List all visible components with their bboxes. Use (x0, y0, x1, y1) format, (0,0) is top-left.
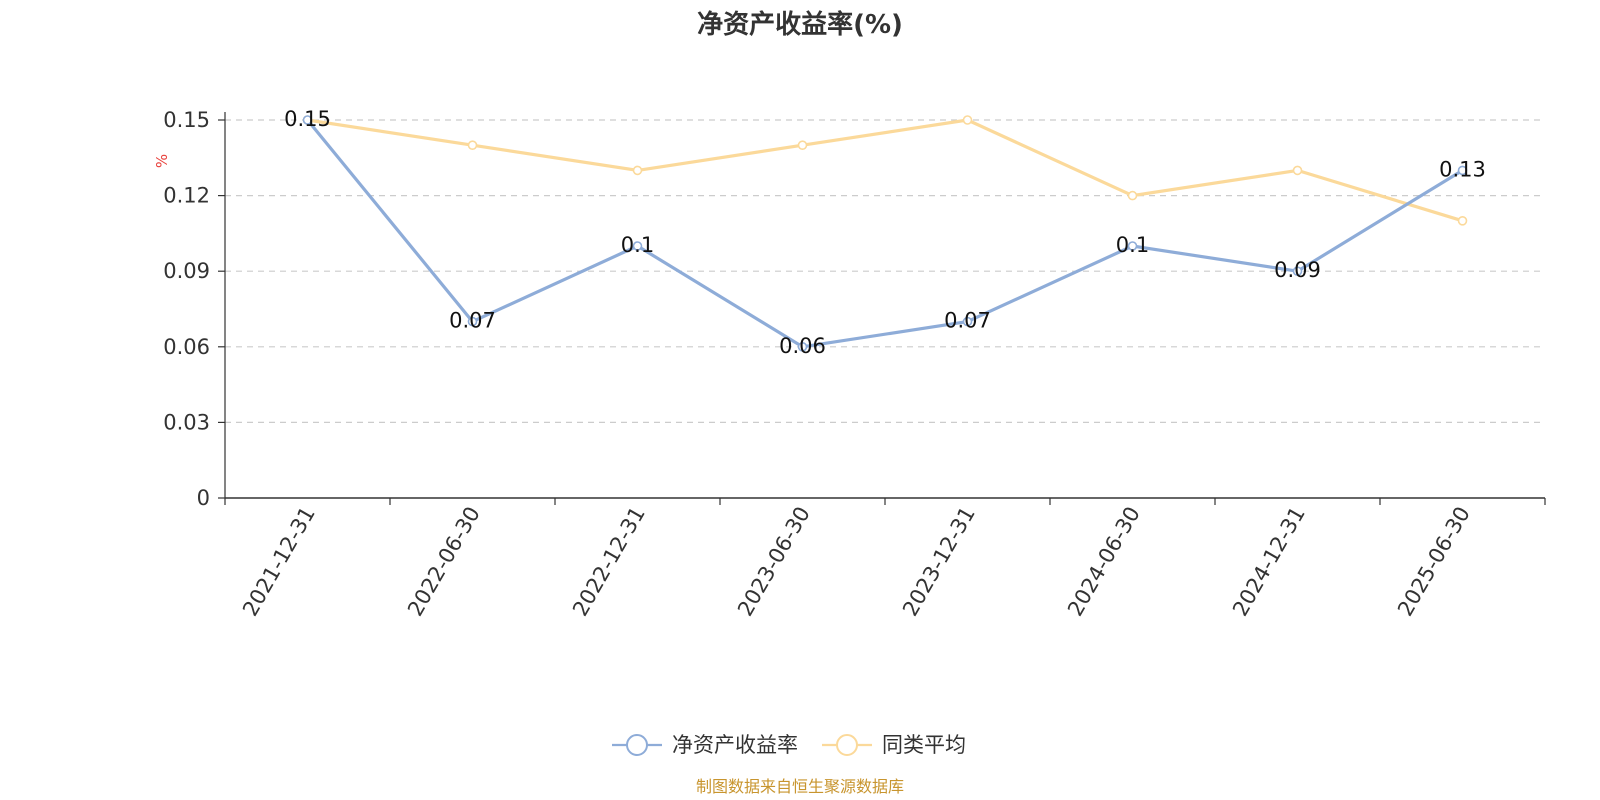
data-point (632, 241, 643, 251)
x-tick-label: 2025-06-30 (1393, 503, 1475, 621)
y-tick-label: 0.12 (163, 184, 210, 208)
data-label: 0.07 (944, 309, 991, 333)
data-point (962, 316, 973, 327)
legend-label: 净资产收益率 (672, 733, 798, 757)
data-point (797, 140, 808, 150)
series-line (306, 118, 1464, 349)
legend-marker (836, 734, 858, 756)
data-point (632, 165, 643, 176)
data-label: 0.09 (1274, 258, 1321, 282)
data-point (1292, 165, 1303, 176)
y-tick-label: 0.15 (163, 108, 210, 132)
y-tick-label: 0.03 (163, 410, 210, 434)
source-note: 制图数据来自恒生聚源数据库 (696, 777, 904, 796)
data-label: 0.06 (779, 334, 826, 358)
legend-label: 同类平均 (882, 733, 966, 757)
data-point (1127, 241, 1138, 251)
data-point (1457, 165, 1468, 176)
legend: 净资产收益率 同类平均 (612, 733, 966, 757)
x-tick-label: 2022-12-31 (568, 503, 650, 621)
x-tick-label: 2024-06-30 (1063, 503, 1145, 621)
chart-title: 净资产收益率(%) (697, 9, 903, 40)
axes: 0 0.03 0.06 0.09 0.12 0.15 2021-12-31 2022-06-3… (163, 108, 1546, 621)
x-tick-label: 2023-06-30 (733, 503, 815, 621)
data-labels: 0.15 0.07 0.1 0.06 0.07 0.1 0.09 0.13 (284, 107, 1486, 358)
data-label: 0.1 (621, 233, 654, 257)
data-point (1127, 190, 1138, 201)
series-line (307, 118, 1463, 223)
legend-marker (626, 734, 648, 756)
data-point (467, 316, 478, 327)
data-point (302, 115, 313, 125)
y-tick-label: 0.09 (163, 259, 210, 283)
data-label: 0.1 (1116, 233, 1149, 257)
y-axis-unit: % (153, 154, 171, 168)
data-point (1292, 266, 1303, 277)
y-tick-label: 0.06 (163, 335, 210, 359)
x-tick-label: 2024-12-31 (1228, 503, 1310, 621)
grid-lines (225, 119, 1545, 423)
x-tick-label: 2021-12-31 (238, 503, 320, 621)
data-point (1457, 216, 1468, 226)
data-label: 0.15 (284, 107, 331, 131)
x-tick-label: 2023-12-31 (898, 503, 980, 621)
data-point (467, 140, 478, 150)
y-tick-label: 0 (197, 486, 210, 510)
series (302, 115, 1468, 352)
x-tick-label: 2022-06-30 (403, 503, 485, 621)
data-label: 0.07 (449, 309, 496, 333)
data-point (797, 341, 808, 352)
data-label: 0.13 (1439, 157, 1486, 181)
data-point (962, 115, 973, 125)
